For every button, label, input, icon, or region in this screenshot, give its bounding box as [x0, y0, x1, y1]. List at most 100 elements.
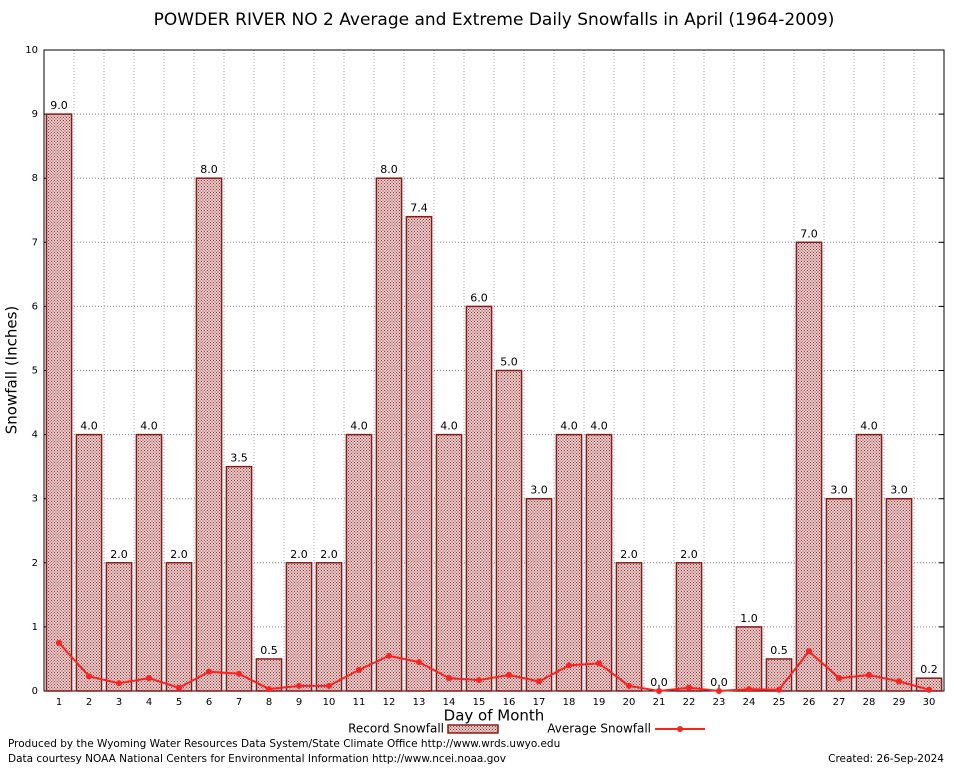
- bar: [435, 433, 463, 692]
- bar: [615, 562, 643, 692]
- legend-swatch-point: [677, 726, 683, 732]
- y-tick-label: 7: [32, 237, 38, 248]
- value-label: 6.0: [470, 291, 488, 304]
- line-point: [86, 673, 92, 680]
- value-label: 2.0: [620, 548, 638, 561]
- x-tick-label: 9: [296, 697, 302, 708]
- value-label: 1.0: [740, 612, 758, 625]
- line-point: [416, 659, 422, 666]
- value-label: 0.0: [650, 676, 668, 689]
- line-point: [296, 682, 302, 689]
- y-tick-label: 4: [32, 430, 38, 441]
- value-label: 0.0: [710, 676, 728, 689]
- bar: [105, 562, 133, 692]
- x-tick-label: 3: [116, 697, 122, 708]
- line-point: [656, 688, 662, 694]
- legend-label: Record Snowfall: [348, 722, 444, 736]
- line-point: [266, 686, 272, 693]
- value-label: 4.0: [350, 420, 368, 433]
- x-tick-label: 29: [893, 697, 906, 708]
- line-point: [446, 675, 452, 682]
- line-point: [776, 686, 782, 693]
- value-label: 4.0: [440, 420, 458, 433]
- value-label: 3.0: [890, 484, 908, 497]
- x-tick-label: 7: [236, 697, 242, 708]
- line-point: [476, 677, 482, 684]
- line-point: [836, 675, 842, 682]
- line-point: [536, 678, 542, 685]
- line-point: [596, 660, 602, 667]
- x-tick-label: 6: [206, 697, 212, 708]
- value-label: 7.4: [410, 202, 428, 215]
- line-point: [896, 678, 902, 685]
- x-tick-label: 16: [503, 697, 516, 708]
- bar: [135, 433, 163, 692]
- value-label: 4.0: [560, 420, 578, 433]
- chart-title: POWDER RIVER NO 2 Average and Extreme Da…: [154, 10, 835, 30]
- bar: [495, 369, 523, 692]
- value-label: 0.5: [260, 644, 278, 657]
- bar: [465, 305, 493, 692]
- bar: [45, 113, 73, 692]
- bar: [405, 215, 433, 692]
- value-label: 4.0: [140, 420, 158, 433]
- value-label: 2.0: [290, 548, 308, 561]
- bar: [75, 433, 103, 692]
- y-tick-label: 10: [25, 45, 38, 56]
- x-tick-label: 8: [266, 697, 272, 708]
- line-point: [176, 684, 182, 691]
- value-label: 4.0: [80, 420, 98, 433]
- value-label: 3.0: [830, 484, 848, 497]
- bar: [855, 433, 883, 692]
- bar: [825, 497, 853, 692]
- x-axis-label: Day of Month: [444, 707, 545, 725]
- y-tick-label: 6: [32, 301, 38, 312]
- value-label: 8.0: [200, 163, 218, 176]
- x-tick-label: 22: [683, 697, 696, 708]
- value-label: 0.5: [770, 644, 788, 657]
- bar: [315, 562, 343, 692]
- x-tick-label: 27: [833, 697, 846, 708]
- y-tick-label: 8: [32, 173, 38, 184]
- x-tick-label: 10: [323, 697, 336, 708]
- x-tick-label: 21: [653, 697, 666, 708]
- bar: [795, 241, 823, 692]
- bar: [675, 562, 703, 692]
- y-tick-label: 0: [32, 686, 38, 697]
- bar: [765, 658, 793, 692]
- y-tick-label: 5: [32, 366, 38, 377]
- bar: [165, 562, 193, 692]
- footer-note: Produced by the Wyoming Water Resources …: [8, 738, 560, 750]
- legend-label: Average Snowfall: [547, 722, 651, 736]
- x-tick-label: 28: [863, 697, 876, 708]
- line-point: [716, 688, 722, 694]
- line-point: [206, 668, 212, 675]
- bar: [735, 626, 763, 692]
- x-tick-label: 12: [383, 697, 396, 708]
- value-label: 2.0: [680, 548, 698, 561]
- line-point: [866, 671, 872, 678]
- value-label: 4.0: [590, 420, 608, 433]
- legend-swatch: [447, 724, 499, 734]
- line-point: [566, 662, 572, 669]
- bar: [225, 465, 253, 692]
- value-label: 7.0: [800, 227, 818, 240]
- y-tick-label: 1: [32, 622, 38, 633]
- bar: [885, 497, 913, 692]
- line-point: [686, 684, 692, 691]
- value-label: 3.5: [230, 452, 248, 465]
- x-tick-label: 1: [56, 697, 62, 708]
- x-tick-label: 19: [593, 697, 606, 708]
- line-point: [806, 648, 812, 655]
- bar: [195, 177, 223, 692]
- value-label: 9.0: [50, 99, 68, 112]
- x-tick-label: 26: [803, 697, 816, 708]
- x-tick-label: 23: [713, 697, 726, 708]
- footer-note: Data courtesy NOAA National Centers for …: [8, 753, 506, 765]
- x-tick-label: 13: [413, 697, 426, 708]
- x-tick-label: 11: [353, 697, 366, 708]
- x-tick-label: 4: [146, 697, 152, 708]
- x-tick-label: 17: [533, 697, 546, 708]
